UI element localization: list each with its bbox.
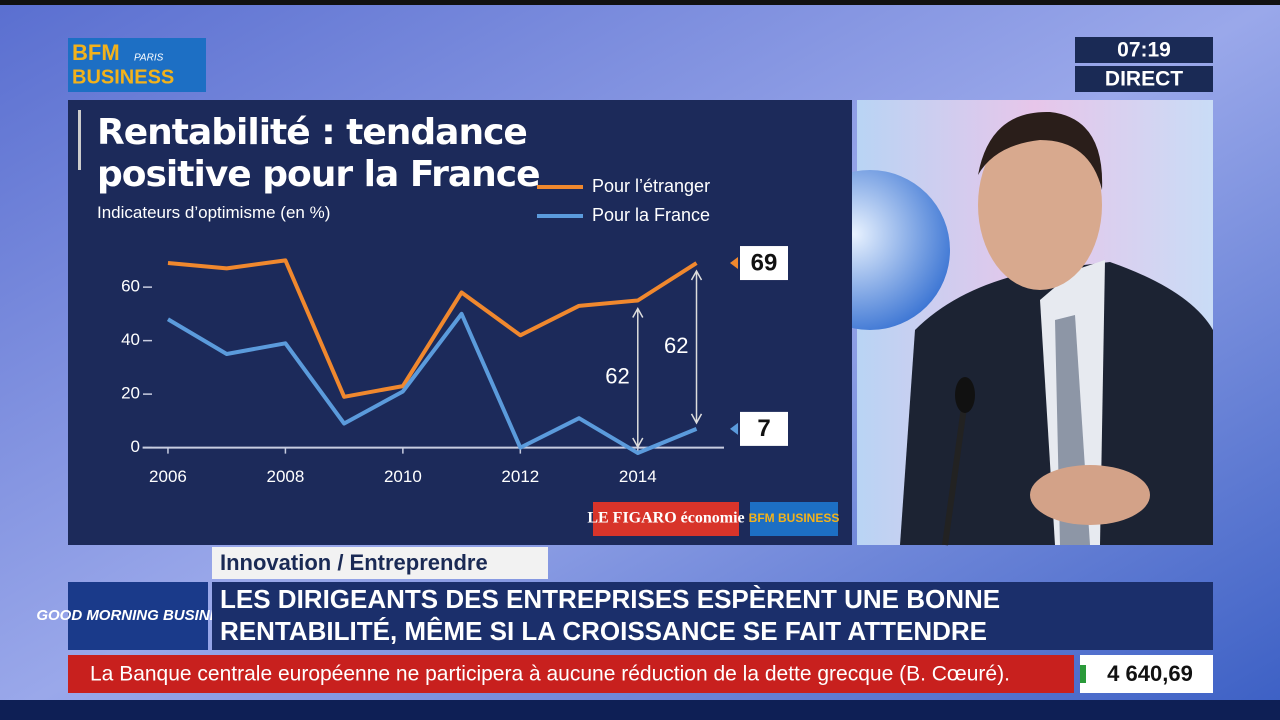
headline: RENTABILITÉ, MÊME SI LA CROISSANCE SE FA… (220, 616, 987, 646)
logo-top: BFM (72, 40, 120, 65)
y-tick-label: 60 (121, 277, 140, 296)
source-logo-box (593, 502, 739, 536)
arrow-head (632, 306, 644, 318)
y-tick-label: 20 (121, 384, 140, 403)
end-label-box (740, 411, 788, 446)
x-tick-label: 2010 (384, 467, 422, 486)
category: Innovation / Entreprendre (220, 550, 488, 575)
hair (978, 111, 1103, 190)
legend-label: Pour la France (592, 205, 710, 225)
logo-bottom: BUSINESS (72, 66, 174, 88)
chart-title: Rentabilité : tendance positive pour la … (97, 112, 541, 195)
microphone (955, 377, 975, 413)
ticker-text: La Banque centrale européenne ne partici… (90, 663, 1010, 686)
source-logo: BFM BUSINESS (749, 511, 840, 525)
headline-box (212, 582, 1213, 650)
microphone-stand (942, 399, 968, 546)
arrow-head (690, 269, 703, 281)
end-label: 7 (757, 415, 770, 442)
x-tick-label: 2012 (501, 467, 539, 486)
index-value: 4 640,69 (1107, 661, 1193, 686)
head (978, 120, 1102, 290)
time: 07:19 (1117, 39, 1171, 62)
category-box (212, 547, 548, 579)
show-logo: GOOD MORNING BUSINESS (36, 607, 239, 624)
annotation: 62 (664, 333, 688, 358)
logo-paris: PARIS (134, 53, 164, 64)
index-indicator (1080, 665, 1086, 683)
top-edge (0, 0, 1280, 5)
arrow-head (690, 413, 703, 425)
x-tick-label: 2014 (619, 467, 657, 486)
y-tick-label: 0 (131, 437, 140, 456)
bottom-band (0, 700, 1280, 720)
x-tick-label: 2008 (267, 467, 305, 486)
end-label: 69 (751, 249, 778, 276)
logo-box (68, 38, 206, 92)
ticker-box (68, 655, 1074, 693)
source-logo: LE FIGARO économie (587, 510, 744, 527)
index-box (1080, 655, 1213, 693)
x-tick-label: 2006 (149, 467, 187, 486)
data-line (167, 258, 698, 399)
data-line (166, 311, 698, 455)
status: DIRECT (1105, 68, 1183, 91)
legend-label: Pour l’étranger (592, 176, 710, 196)
time-box (1075, 37, 1213, 63)
headline: LES DIRIGEANTS DES ENTREPRISES ESPÈRENT … (220, 584, 1000, 614)
chart-subtitle: Indicateurs d’optimisme (en %) (97, 203, 331, 222)
show-logo-box (68, 582, 208, 650)
end-marker (730, 422, 738, 435)
annotation: 62 (605, 364, 629, 389)
arrow-head (632, 437, 644, 449)
source-logo-box (750, 502, 838, 536)
plot: 0 20 40 60 2006 2008 2010 2012 2014 Pour l’étrang… (121, 176, 788, 486)
end-marker (730, 257, 738, 270)
chart-panel (68, 100, 852, 545)
end-label-box (740, 246, 788, 281)
status-box (1075, 66, 1213, 92)
title-accent (78, 110, 81, 170)
hands (1030, 465, 1150, 525)
y-tick-label: 40 (121, 330, 140, 349)
